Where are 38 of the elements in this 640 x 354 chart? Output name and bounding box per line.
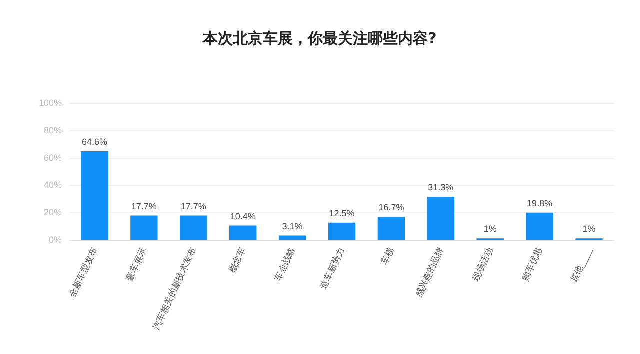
y-tick-label: 60% <box>44 152 62 163</box>
chart-title: 本次北京车展，你最关注哪些内容? <box>202 30 437 48</box>
data-label: 19.8% <box>527 198 553 208</box>
x-tick-label: 车企战略 <box>272 246 298 283</box>
x-tick-label: 全新车型发布 <box>67 246 100 300</box>
x-tick-label: 其他____ <box>568 244 594 285</box>
bar <box>427 197 455 240</box>
bar <box>81 152 108 240</box>
bar <box>278 236 306 240</box>
data-label: 3.1% <box>282 221 303 232</box>
y-tick-label: 80% <box>44 125 62 136</box>
data-label: 31.3% <box>428 182 454 193</box>
x-tick-label: 现场活动 <box>470 246 495 283</box>
data-label: 16.7% <box>378 202 404 213</box>
x-tick-label: 概念车 <box>227 246 248 275</box>
data-label: 12.5% <box>329 208 355 218</box>
x-tick-label: 车模 <box>379 246 396 266</box>
bar <box>378 217 406 240</box>
data-label: 17.7% <box>131 201 157 212</box>
data-label: 1% <box>484 224 497 234</box>
bar <box>526 212 554 240</box>
x-tick-label: 豪车展示 <box>124 246 149 283</box>
bar <box>180 216 208 240</box>
data-label: 17.7% <box>180 201 206 212</box>
y-tick-label: 20% <box>44 208 62 218</box>
x-tick-label: 造车新势力 <box>318 246 347 291</box>
data-label: 1% <box>582 224 596 234</box>
data-label: 10.4% <box>230 211 256 222</box>
y-tick-label: 0% <box>48 235 62 245</box>
bar <box>229 226 257 240</box>
y-tick-label: 40% <box>44 180 62 190</box>
x-tick-label: 感兴趣的品牌 <box>414 246 446 300</box>
y-tick-label: 100% <box>38 98 62 108</box>
data-label: 64.6% <box>82 137 108 147</box>
bar <box>328 222 356 240</box>
x-tick-label: 汽车相关的新技术发布 <box>151 246 198 332</box>
x-tick-label: 购车优惠 <box>520 246 544 283</box>
bar <box>130 216 158 240</box>
